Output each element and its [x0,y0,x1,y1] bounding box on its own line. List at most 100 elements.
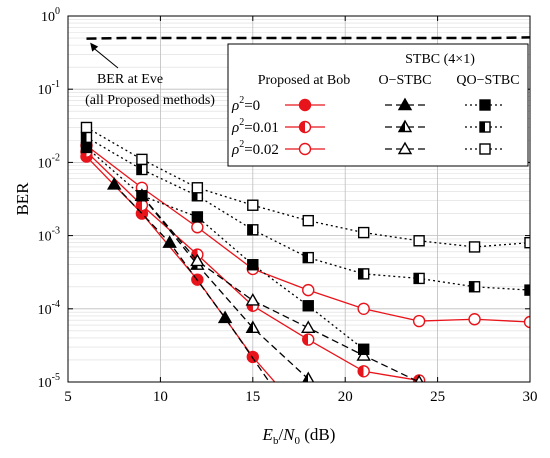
legend-box [227,43,529,167]
triangle-marker [106,177,122,190]
square-marker [302,214,314,227]
square-marker [524,284,530,296]
square-marker [247,259,259,271]
circle-marker [298,98,312,112]
y-tick-exponent: 0 [55,6,60,17]
legend-col-proposed: Proposed at Bob [258,73,351,88]
x-axis-label: Eb/N0 (dB) [262,425,336,447]
square-marker [468,281,481,293]
y-tick-base: 10 [38,303,52,318]
y-tick-base: 10 [38,83,52,98]
legend-rho-value: =0 [244,98,260,114]
x-label-e: E [262,425,274,444]
legend-rho-exp: 2 [239,139,244,150]
x-label-n: N [282,425,296,444]
circle-marker [357,365,370,378]
x-label-unit: (dB) [300,425,335,444]
legend-rho-exp: 2 [239,117,244,128]
x-label-sub-b: b [273,435,279,447]
annotation-arrow [92,47,119,69]
circle-marker [468,313,481,326]
eve-annotation: BER at Eve (all Proposed methods) [85,42,215,108]
annotation-arrow-head [90,42,99,52]
triangle-marker [397,97,413,111]
square-marker [302,300,314,312]
square-marker [80,141,93,154]
square-marker [479,121,491,133]
x-label-sub-0: 0 [295,435,301,447]
clipped-series [80,36,530,382]
x-label-slash: / [278,425,283,444]
square-marker [357,343,370,355]
x-tick-label: 10 [153,389,168,405]
annotation-line-2: (all Proposed methods) [85,93,215,108]
square-marker [468,241,481,253]
series-line-ostbc-rho-0.01 [141,195,315,382]
y-tick-exponent: -4 [52,299,60,310]
legend-header: STBC (4×1) [405,52,475,67]
plot-frame [67,15,531,383]
legend-rho: ρ [231,142,239,158]
y-tick-base: 10 [41,10,55,25]
y-tick-label: 10-2 [38,152,60,171]
y-tick-exponent: -3 [52,226,60,237]
legend: STBC (4×1) Proposed at Bob O−STBC QO−STB… [227,43,529,167]
x-tick-label: 20 [338,389,353,405]
legend-row-label: ρ2=0 [231,95,260,114]
triangle-marker [217,310,233,324]
square-marker [191,211,204,223]
square-marker [136,163,148,176]
triangle-marker [302,371,315,382]
circle-marker [246,350,260,364]
plot-series [80,36,530,382]
y-tick-label: 10-3 [38,226,60,245]
square-marker [80,131,93,144]
triangle-marker [162,235,177,248]
triangle-marker [301,320,316,334]
square-marker [247,224,259,236]
square-marker [479,99,491,111]
triangle-marker [245,320,261,334]
y-axis-label: BER [13,182,32,216]
x-tick-label: 5 [64,389,72,405]
circle-marker [191,221,204,234]
circle-marker [298,120,312,134]
series-line-qostbc-rho-0 [86,146,365,350]
circle-marker [302,333,315,346]
series-line-ostbc-rho-0.02 [141,195,420,382]
y-tick-base: 10 [38,376,52,391]
triangle-marker [414,374,424,382]
square-marker [136,190,148,202]
y-tick-label: 10-4 [38,299,60,318]
circle-marker [412,314,426,328]
y-tick-label: 10-1 [38,79,60,98]
x-tick-label: 30 [523,389,538,405]
square-marker [524,236,530,249]
square-marker [247,199,259,211]
y-tick-base: 10 [38,156,52,171]
triangle-marker [397,119,413,133]
legend-rho-exp: 2 [239,95,244,106]
square-marker [191,182,204,194]
legend-rho-value: =0.01 [244,120,279,136]
y-tick-base: 10 [38,230,52,245]
legend-rho-value: =0.02 [244,142,279,158]
legend-col-qostbc: QO−STBC [456,73,519,88]
legend-row-label: ρ2=0.02 [231,139,279,158]
legend-rho: ρ [231,98,239,114]
y-tick-exponent: -2 [52,152,60,163]
x-tick-label: 15 [245,389,260,405]
square-marker [136,153,148,166]
circle-marker [298,142,312,156]
eve-ber-line [86,36,530,40]
square-marker [357,268,370,280]
triangle-marker [245,293,261,306]
circle-marker [523,315,530,329]
square-marker [357,226,370,239]
y-tick-label: 10-5 [38,372,60,391]
square-marker [413,272,425,285]
square-marker [413,235,425,247]
circle-marker [302,283,315,297]
